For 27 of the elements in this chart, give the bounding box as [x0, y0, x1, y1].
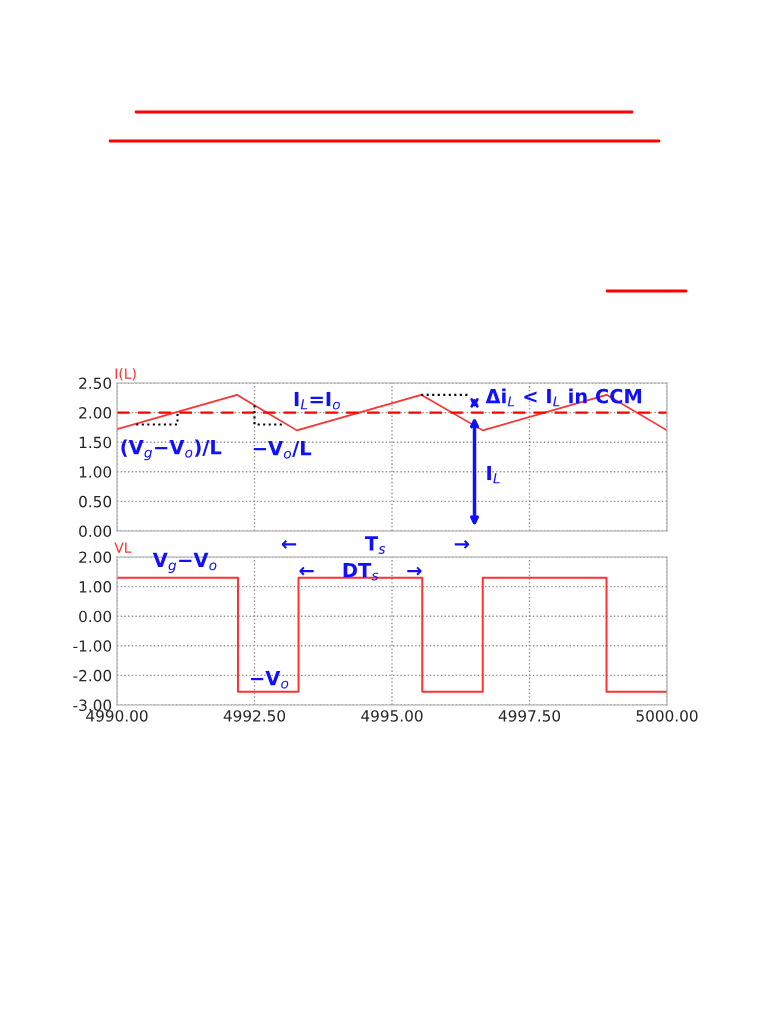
y-tick-label: 2.00 [79, 407, 112, 419]
annotation: −V$_{o}$ [251, 671, 289, 689]
x-tick-label: 4997.50 [498, 710, 561, 722]
annotation: V$_{g}$−V$_{o}$ [152, 552, 217, 574]
annotation: I$_{L}$ [487, 465, 500, 484]
annotation: I$_{L}$=I$_{o}$ [294, 391, 340, 410]
y-tick-label: 1.50 [79, 436, 112, 449]
y-tick-label: 0.00 [79, 610, 112, 623]
y-tick-label: -1.00 [73, 640, 112, 652]
x-tick-label: 5000.00 [636, 710, 698, 722]
text: ← T$_{s}$ → [281, 536, 469, 554]
y-tick-label: -2.00 [73, 669, 112, 682]
annotation: (V$_{g}$−V$_{o}$)/L [121, 439, 222, 461]
annotation: −V$_{o}$/L [253, 441, 312, 459]
annotation: Δi$_{L}$ < I$_{L}$ in CCM [485, 388, 642, 407]
y-tick-label: 0.50 [79, 495, 112, 508]
y-tick-label: 1.00 [79, 466, 112, 478]
y-tick-label: 1.00 [79, 581, 112, 593]
y-tick-label: 2.00 [79, 551, 112, 564]
y-axis-title: I(L) [115, 368, 136, 381]
x-tick-label: 4990.00 [86, 710, 148, 722]
y-tick-label: 2.50 [79, 377, 112, 390]
y-tick-label: 0.00 [79, 525, 112, 538]
y-axis-title: VL [114, 542, 132, 553]
text: ← DT$_{s}$ → [299, 562, 422, 581]
x-tick-label: 4995.00 [361, 710, 423, 722]
x-tick-label: 4992.50 [223, 710, 286, 722]
